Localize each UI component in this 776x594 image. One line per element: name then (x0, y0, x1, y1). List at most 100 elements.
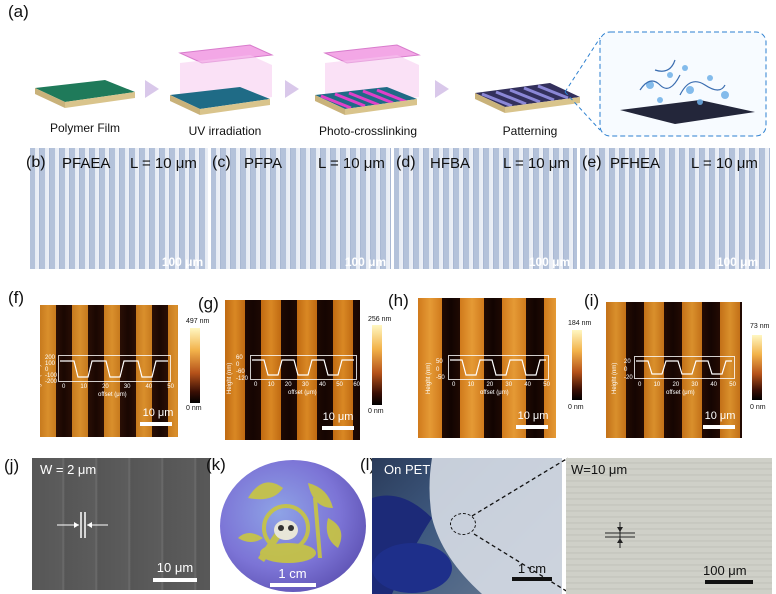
panel-g-label: (g) (198, 294, 219, 313)
afm-i-ytick: 0 (624, 367, 628, 373)
afm-i-xtick: 50 (729, 382, 736, 388)
afm-f-ytick: -200 (45, 379, 58, 385)
width-indicator (57, 512, 108, 538)
afm-f-ylabel: Height (nm) (36, 364, 42, 396)
afm-image-h (418, 298, 556, 438)
zoom-scale-bar (705, 580, 753, 584)
step-polymer-film: Polymer Film (49, 121, 120, 135)
arrow-3 (435, 80, 449, 98)
panel-c-scale-bar (346, 270, 386, 274)
afm-h-xtick: 40 (524, 382, 532, 388)
afm-g-scale-text: 10 μm (322, 411, 354, 423)
afm-f-xtick: 10 (80, 384, 88, 390)
afm-f-ytick: 0 (45, 367, 49, 373)
afm-f-xtick: 50 (167, 384, 174, 390)
afm-i-ytick: 20 (624, 359, 631, 365)
afm-h-xtick: 30 (505, 382, 513, 388)
afm-h-xtick: 0 (452, 382, 456, 388)
afm-i-colorbar (752, 335, 762, 400)
afm-h-xtick: 50 (543, 382, 550, 388)
afm-g-xtick: 40 (319, 382, 326, 388)
afm-f-scale-bar (140, 422, 172, 426)
zoom-circle (450, 513, 476, 535)
afm-i-scale-text: 10 μm (704, 410, 736, 422)
step-patterning: Patterning (502, 124, 558, 138)
panel-c-scale-text: 100 μm (344, 255, 387, 269)
afm-profile-h (448, 355, 549, 380)
panel-j-scale-text: 10 μm (156, 560, 194, 575)
panel-f-label: (f) (8, 288, 25, 307)
afm-f-xtick: 20 (102, 384, 109, 390)
afm-f-ytick: 200 (45, 355, 56, 361)
afm-i-xtick: 40 (710, 382, 718, 388)
afm-profile-g (250, 355, 357, 380)
afm-f-cbar-min: 0 nm (186, 405, 202, 412)
afm-g-xtick: 20 (284, 382, 292, 388)
panel-c-material: PFPA (244, 155, 283, 172)
panel-d-scale-bar (530, 270, 570, 274)
afm-g-ytick: -120 (236, 376, 249, 382)
afm-f-colorbar (190, 328, 200, 403)
afm-f-scale-text: 10 μm (142, 407, 174, 419)
panel-d-material: HFBA (430, 155, 471, 172)
panel-e-scale-text: 100 μm (716, 255, 759, 269)
panel-b-scale-text: 100 μm (161, 255, 204, 269)
sem-image-j (32, 458, 210, 590)
uv-irradiation-illustration (170, 44, 274, 115)
panel-l-scale-bar (512, 577, 552, 581)
afm-h-xlabel: offset (μm) (480, 390, 509, 396)
panel-b-material: PFAEA (62, 155, 111, 172)
afm-f-xtick: 40 (145, 384, 153, 390)
step-photo-crosslinking: Photo-crosslinking (318, 124, 418, 138)
afm-h-xtick: 10 (467, 382, 475, 388)
afm-f-cbar-max: 497 nm (186, 318, 210, 325)
afm-h-ytick: -50 (436, 375, 445, 381)
afm-h-cbar-min: 0 nm (568, 404, 584, 411)
panel-j-scale-bar (153, 578, 197, 582)
afm-i-cbar-max: 73 nm (750, 323, 770, 330)
arrow-1 (145, 80, 159, 98)
pet-photo (372, 458, 562, 594)
zoom-width-label: W=10 μm (571, 462, 628, 477)
afm-g-cbar-max: 256 nm (368, 316, 392, 323)
afm-g-xtick: 30 (301, 382, 309, 388)
afm-h-cbar-max: 184 nm (568, 320, 592, 327)
afm-profile-i (634, 356, 735, 379)
afm-i-xtick: 10 (653, 382, 661, 388)
panel-e-label: (e) (582, 154, 602, 171)
afm-g-xlabel: offset (μm) (288, 390, 317, 396)
afm-i-cbar-min: 0 nm (750, 404, 766, 411)
panel-e-length: L = 10 μm (691, 155, 758, 172)
afm-g-ytick: 60 (236, 355, 243, 361)
afm-f-ytick: 100 (45, 361, 56, 367)
afm-i-xtick: 20 (672, 382, 680, 388)
optical-panel-c (211, 148, 391, 269)
afm-i-xtick: 0 (638, 382, 642, 388)
panel-l-scale-text: 1 cm (517, 561, 547, 576)
afm-h-scale-text: 10 μm (517, 410, 549, 422)
panel-b-length: L = 10 μm (130, 155, 197, 172)
panel-i-label: (i) (584, 291, 600, 310)
photo-crosslinking-illustration (315, 44, 421, 115)
afm-g-xtick: 60 (353, 382, 360, 388)
panel-b-scale-bar (163, 270, 203, 274)
panel-d-length: L = 10 μm (503, 155, 570, 172)
optical-panel-b (30, 148, 208, 269)
afm-h-ytick: 50 (436, 359, 443, 365)
optical-panel-e (580, 148, 770, 269)
afm-f-xlabel: offset (μm) (98, 392, 127, 398)
panel-b-label: (b) (26, 154, 46, 171)
optical-panel-d (394, 148, 577, 269)
afm-image-i (606, 302, 742, 438)
afm-g-ylabel: Height (nm) (227, 362, 233, 394)
panel-l-label: (l) (360, 455, 376, 474)
panel-e-scale-bar (718, 270, 758, 274)
afm-h-ylabel: Height (nm) (426, 362, 432, 394)
afm-g-xtick: 50 (336, 382, 343, 388)
panel-c-length: L = 10 μm (318, 155, 385, 172)
panel-d-scale-text: 100 μm (528, 255, 571, 269)
panel-c-label: (c) (212, 154, 231, 171)
panel-d-label: (d) (396, 154, 416, 171)
panel-j-label: (j) (4, 456, 20, 475)
zoom-scale-text: 100 μm (703, 563, 747, 578)
